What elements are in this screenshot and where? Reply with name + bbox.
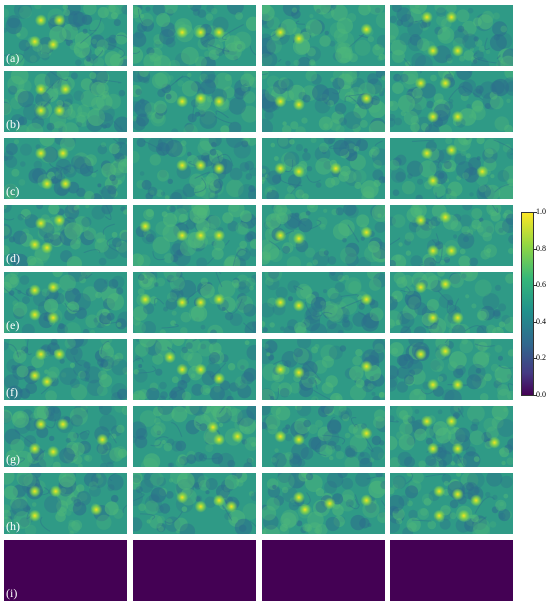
row-label: (d) (6, 252, 20, 264)
row-label: (h) (6, 520, 20, 532)
field-panel-a-1: (a) (4, 5, 127, 66)
field-panel-e-4 (390, 272, 513, 333)
field-panel-d-4 (390, 205, 513, 266)
field-panel-b-3 (262, 71, 385, 132)
colorbar-tick-label: 0.0 (536, 391, 546, 399)
field-panel-b-1: (b) (4, 71, 127, 132)
field-panel-c-2 (133, 138, 256, 199)
colorbar-tick-label: 1.0 (536, 208, 546, 216)
field-panel-i-2 (133, 540, 256, 601)
field-panel-i-4 (390, 540, 513, 601)
field-panel-i-3 (262, 540, 385, 601)
field-panel-d-3 (262, 205, 385, 266)
field-panel-g-1: (g) (4, 406, 127, 467)
field-panel-h-1: (h) (4, 473, 127, 534)
field-panel-a-2 (133, 5, 256, 66)
row-label: (i) (6, 587, 17, 599)
row-label: (e) (6, 319, 19, 331)
field-panel-f-1: (f) (4, 339, 127, 400)
field-panel-i-1: (i) (4, 540, 127, 601)
field-panel-h-2 (133, 473, 256, 534)
row-label: (c) (6, 185, 19, 197)
field-panel-g-2 (133, 406, 256, 467)
row-label: (a) (6, 52, 19, 64)
row-label: (g) (6, 453, 20, 465)
field-panel-c-3 (262, 138, 385, 199)
field-panel-e-3 (262, 272, 385, 333)
field-panel-a-3 (262, 5, 385, 66)
field-panel-b-2 (133, 71, 256, 132)
row-label: (f) (6, 386, 18, 398)
field-panel-g-3 (262, 406, 385, 467)
colorbar-tick-label: 0.4 (536, 318, 546, 326)
colorbar-tick-label: 0.8 (536, 245, 546, 253)
field-panel-a-4 (390, 5, 513, 66)
field-panel-f-4 (390, 339, 513, 400)
colorbar-tick-label: 0.6 (536, 281, 546, 289)
field-panel-b-4 (390, 71, 513, 132)
field-panel-c-4 (390, 138, 513, 199)
field-panel-f-2 (133, 339, 256, 400)
field-panel-f-3 (262, 339, 385, 400)
field-panel-e-1: (e) (4, 272, 127, 333)
colorbar (521, 212, 534, 396)
field-panel-h-3 (262, 473, 385, 534)
field-panel-g-4 (390, 406, 513, 467)
row-label: (b) (6, 118, 20, 130)
field-panel-h-4 (390, 473, 513, 534)
field-panel-c-1: (c) (4, 138, 127, 199)
colorbar-tick-label: 0.2 (536, 354, 546, 362)
field-panel-d-1: (d) (4, 205, 127, 266)
field-panel-e-2 (133, 272, 256, 333)
field-panel-d-2 (133, 205, 256, 266)
